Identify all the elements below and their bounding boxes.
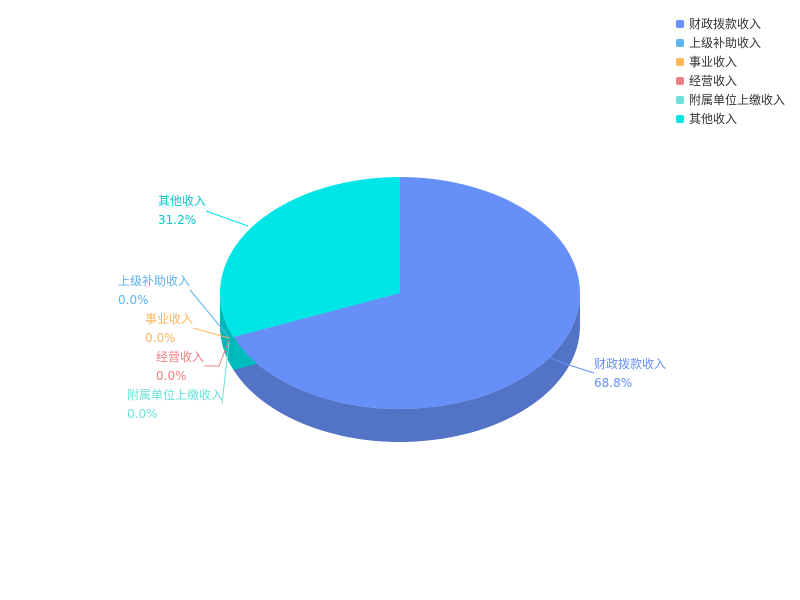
pie-slice[interactable] xyxy=(219,177,400,338)
legend-label: 事业收入 xyxy=(689,55,738,69)
pie-slice[interactable] xyxy=(233,177,580,409)
data-label: 经营收入 0.0% xyxy=(156,350,205,383)
data-label: 上级补助收入 0.0% xyxy=(118,274,191,307)
legend-item[interactable]: 事业收入 xyxy=(676,52,785,71)
legend-swatch xyxy=(676,114,684,123)
data-label: 其他收入 31.2% xyxy=(158,194,207,227)
legend: 财政拨款收入 上级补助收入 事业收入 经营收入 附属单位上缴收入 其他收入 xyxy=(676,14,785,128)
data-label: 附属单位上缴收入 0.0% xyxy=(127,388,224,421)
legend-swatch xyxy=(676,57,684,66)
leader-line xyxy=(192,327,230,339)
leader-line xyxy=(189,289,230,338)
legend-label: 财政拨款收入 xyxy=(689,17,762,31)
legend-label: 上级补助收入 xyxy=(689,36,762,50)
legend-item[interactable]: 附属单位上缴收入 xyxy=(676,90,785,109)
legend-swatch xyxy=(676,76,684,85)
leader-line xyxy=(204,339,230,367)
legend-label: 经营收入 xyxy=(689,74,738,88)
leader-line xyxy=(549,357,595,374)
legend-label: 附属单位上缴收入 xyxy=(689,93,786,107)
legend-item[interactable]: 财政拨款收入 xyxy=(676,14,785,33)
legend-swatch xyxy=(676,19,684,28)
leader-line xyxy=(221,341,230,405)
legend-item[interactable]: 经营收入 xyxy=(676,71,785,90)
pie-side xyxy=(233,293,581,443)
legend-item[interactable]: 其他收入 xyxy=(676,109,785,128)
data-label: 财政拨款收入 68.8% xyxy=(594,357,667,390)
leader-line xyxy=(205,210,249,227)
legend-swatch xyxy=(676,38,684,47)
legend-swatch xyxy=(676,95,684,104)
pie-side xyxy=(220,293,234,371)
legend-label: 其他收入 xyxy=(689,112,738,126)
data-label: 事业收入 0.0% xyxy=(145,312,194,345)
legend-item[interactable]: 上级补助收入 xyxy=(676,33,785,52)
